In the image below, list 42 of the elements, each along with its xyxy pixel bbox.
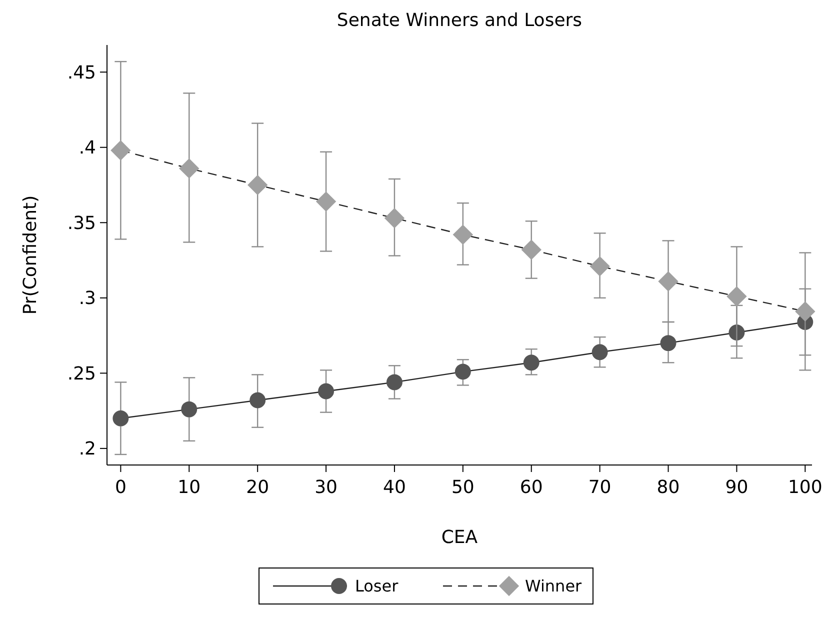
point xyxy=(660,335,676,352)
point xyxy=(250,392,266,408)
y-tick-label: .4 xyxy=(78,138,96,159)
y-axis-title: Pr(Confident) xyxy=(20,195,41,315)
y-tick-label: .3 xyxy=(78,288,96,310)
x-tick-label: 70 xyxy=(588,477,612,498)
point xyxy=(726,286,747,306)
point xyxy=(112,410,129,426)
x-tick-label: 30 xyxy=(314,477,338,498)
point xyxy=(592,344,608,360)
point xyxy=(247,174,268,196)
x-tick-label: 0 xyxy=(114,477,126,498)
x-tick-label: 60 xyxy=(520,477,543,498)
x-tick-label: 20 xyxy=(246,477,270,498)
point xyxy=(179,158,200,179)
point xyxy=(590,256,610,276)
x-tick-label: 50 xyxy=(451,477,474,498)
chart-title: Senate Winners and Losers xyxy=(336,10,582,31)
point xyxy=(658,271,678,292)
y-tick-label: .25 xyxy=(67,363,96,384)
x-tick-label: 90 xyxy=(725,477,748,498)
point xyxy=(521,240,542,260)
legend-label: Loser xyxy=(355,576,399,596)
point xyxy=(181,401,198,418)
y-tick-label: .2 xyxy=(78,438,96,460)
point xyxy=(795,301,816,322)
point xyxy=(316,191,336,212)
point xyxy=(110,140,131,160)
x-axis-title: CEA xyxy=(441,527,478,548)
x-tick-label: 100 xyxy=(788,477,822,498)
point xyxy=(384,208,405,228)
point xyxy=(452,224,474,245)
point xyxy=(454,364,471,380)
legend-label: Winner xyxy=(525,576,582,596)
x-tick-label: 10 xyxy=(178,477,201,498)
y-tick-label: .45 xyxy=(67,62,96,84)
y-tick-label: .35 xyxy=(67,212,96,234)
x-tick-label: 80 xyxy=(656,477,680,498)
point xyxy=(386,374,402,390)
x-tick-label: 40 xyxy=(383,477,406,498)
point xyxy=(523,354,540,371)
point xyxy=(318,383,334,400)
